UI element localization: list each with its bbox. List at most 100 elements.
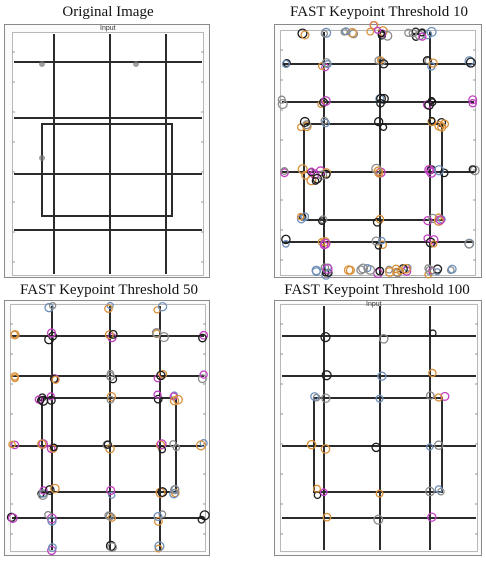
keypoint-marker [282, 240, 290, 248]
keypoint-marker [363, 263, 372, 273]
keypoint-marker [465, 57, 476, 68]
keypoint-marker [106, 395, 115, 404]
keypoint-marker [50, 483, 60, 494]
keypoint-marker [408, 28, 418, 38]
keypoint-marker [281, 234, 291, 245]
keypoint-marker [427, 96, 436, 105]
keypoint-marker [320, 29, 329, 38]
image-blob [39, 61, 45, 67]
caption-threshold-10: FAST Keypoint Threshold 10 [290, 4, 468, 20]
keypoint-marker [302, 120, 312, 130]
keypoint-marker [343, 265, 354, 275]
keypoint-marker [198, 333, 207, 343]
keypoint-marker [277, 99, 288, 110]
image-area [280, 30, 476, 276]
keypoint-marker [172, 443, 181, 452]
keypoint-marker [6, 512, 17, 522]
keypoint-marker [157, 301, 168, 312]
keypoint-marker [106, 391, 117, 402]
keypoint-marker [307, 167, 316, 176]
grid-drawing [6, 301, 210, 556]
panel-threshold-100: Input [274, 300, 482, 556]
inner-rectangle [313, 397, 443, 493]
grid-drawing [277, 20, 480, 280]
keypoint-marker [418, 32, 427, 41]
keypoint-marker [428, 58, 438, 68]
keypoint-marker [425, 391, 435, 400]
keypoint-marker [10, 374, 20, 383]
keypoint-marker [428, 235, 439, 245]
keypoint-marker [48, 543, 57, 552]
keypoint-marker [348, 29, 359, 39]
keypoint-marker [300, 30, 310, 40]
keypoint-marker [46, 328, 57, 338]
keypoint-marker [323, 60, 332, 69]
keypoint-marker [169, 396, 180, 406]
keypoint-marker [319, 488, 328, 497]
keypoint-marker [428, 116, 436, 125]
keypoint-marker [418, 28, 426, 37]
keypoint-marker [373, 166, 384, 176]
keypoint-marker [426, 26, 437, 37]
keypoint-marker [424, 264, 432, 272]
image-blob [133, 61, 139, 67]
keypoint-marker [107, 542, 118, 553]
keypoint-marker [373, 514, 384, 525]
keypoint-marker [296, 212, 305, 221]
keypoint-marker [311, 177, 320, 185]
input-label: Input [366, 301, 382, 308]
keypoint-marker [464, 56, 475, 67]
keypoint-marker [46, 395, 56, 405]
keypoint-marker [105, 511, 115, 521]
keypoint-marker [157, 487, 168, 498]
caption-original: Original Image [62, 4, 154, 20]
keypoint-marker [318, 97, 329, 107]
keypoint-marker [322, 512, 332, 522]
keypoint-marker [375, 266, 385, 276]
keypoint-marker [446, 266, 455, 275]
keypoint-marker [297, 164, 308, 175]
keypoint-marker [379, 123, 388, 131]
keypoint-marker [158, 369, 168, 379]
keypoint-marker [375, 394, 384, 403]
keypoint-marker [321, 169, 331, 179]
keypoint-marker [426, 443, 434, 451]
keypoint-marker [320, 444, 331, 454]
keypoint-marker [280, 168, 289, 178]
keypoint-marker [156, 370, 166, 381]
keypoint-marker [312, 173, 322, 184]
keypoint-marker [158, 445, 167, 454]
keypoint-marker [44, 302, 54, 313]
keypoint-marker [429, 329, 437, 337]
keypoint-marker [379, 59, 389, 69]
keypoint-marker [197, 374, 207, 384]
keypoint-marker [318, 217, 326, 225]
keypoint-marker [427, 512, 437, 522]
keypoint-marker [105, 540, 117, 551]
keypoint-marker [437, 122, 447, 132]
keypoint-marker [433, 440, 444, 450]
keypoint-marker [371, 236, 381, 246]
keypoint-marker [10, 329, 20, 340]
grid-drawing [280, 306, 478, 550]
keypoint-marker [319, 240, 329, 250]
image-blob [39, 155, 45, 161]
keypoint-marker [312, 393, 321, 402]
keypoint-marker [108, 329, 118, 339]
keypoint-marker [154, 541, 165, 552]
keypoint-marker [106, 371, 116, 381]
keypoint-marker [366, 27, 375, 36]
keypoint-marker [312, 484, 322, 493]
keypoint-marker [378, 333, 389, 344]
keypoint-marker [401, 263, 411, 274]
keypoint-marker [434, 120, 445, 132]
keypoint-marker [47, 516, 57, 526]
keypoint-marker [44, 485, 55, 496]
keypoint-marker [376, 98, 385, 108]
keypoint-marker [281, 59, 291, 69]
keypoint-marker [320, 331, 331, 343]
input-label: Input [100, 25, 116, 32]
keypoint-marker [384, 267, 395, 277]
keypoint-marker [422, 56, 432, 66]
keypoint-marker [104, 330, 114, 340]
